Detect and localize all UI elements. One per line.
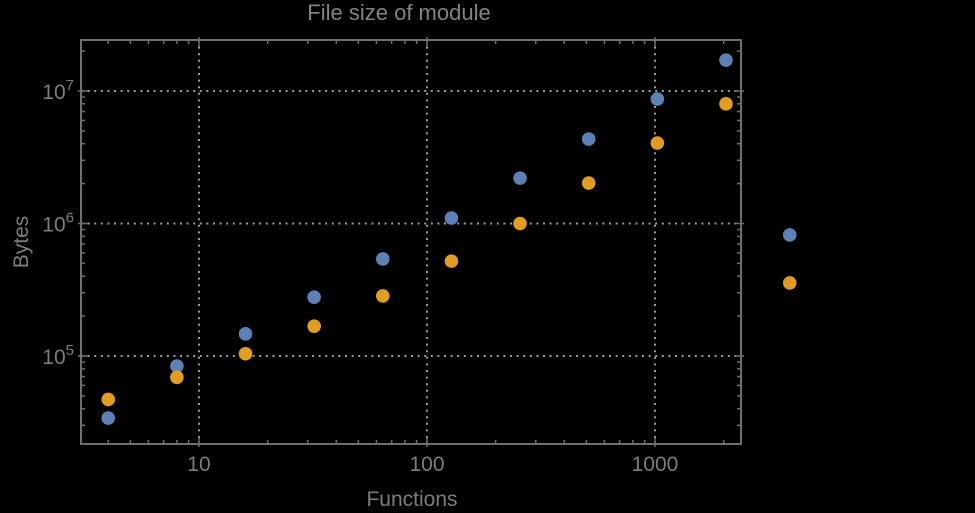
- x-axis-label: Functions: [366, 488, 457, 511]
- data-point: [719, 97, 733, 111]
- data-point: [238, 346, 253, 361]
- data-point: [170, 370, 184, 385]
- data-point: [650, 92, 665, 106]
- data-point: [782, 276, 797, 290]
- data-point: [650, 136, 665, 150]
- data-point: [307, 290, 321, 304]
- y-axis-label: Bytes: [10, 216, 33, 269]
- x-tick-label: 10: [187, 453, 210, 476]
- data-point: [581, 132, 596, 146]
- series-1-blue: [101, 53, 797, 425]
- gridlines: [81, 40, 741, 444]
- tick-labels: 10 100 1000 105 106 107: [42, 77, 678, 476]
- frame-rect: [80, 39, 742, 445]
- data-point: [376, 252, 390, 266]
- data-point: [513, 171, 527, 185]
- data-point: [170, 359, 184, 373]
- data-point: [513, 216, 527, 231]
- data-point: [581, 176, 596, 190]
- x-tick-label: 100: [409, 453, 444, 476]
- data-point: [376, 289, 390, 303]
- series-2-orange: [101, 97, 797, 407]
- data-point: [782, 228, 797, 242]
- data-point: [307, 319, 321, 333]
- plot-frame: [80, 39, 742, 445]
- data-point: [444, 254, 459, 268]
- data-point: [238, 327, 253, 341]
- y-tick-label: 105: [42, 342, 74, 369]
- data-points: [101, 53, 797, 425]
- data-point: [719, 53, 733, 67]
- axis-ticks: [78, 37, 744, 447]
- x-tick-label: 1000: [632, 453, 679, 476]
- chart-title: File size of module: [307, 0, 490, 25]
- data-point: [101, 392, 116, 407]
- data-point: [444, 211, 459, 225]
- y-tick-label: 106: [42, 209, 74, 236]
- y-tick-label: 107: [42, 77, 74, 104]
- data-point: [101, 411, 116, 425]
